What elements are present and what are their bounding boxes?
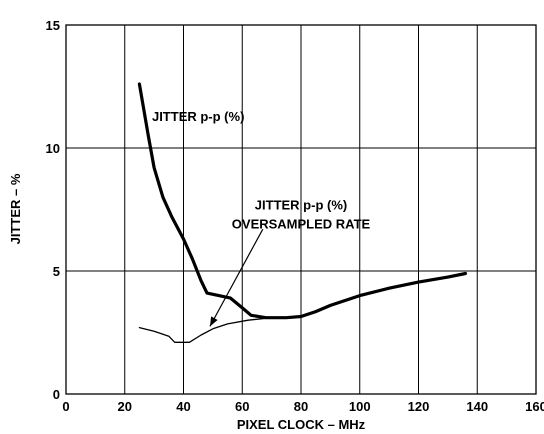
x-tick-label-140: 140 bbox=[466, 399, 488, 414]
series-layer bbox=[137, 82, 468, 343]
x-tick-label-100: 100 bbox=[349, 399, 371, 414]
y-axis-label: JITTER – % bbox=[8, 173, 23, 244]
grid-layer bbox=[65, 24, 537, 395]
series-line-0 bbox=[137, 82, 468, 320]
annotation-0-line-0: JITTER p-p (%) bbox=[152, 109, 244, 124]
x-tick-label-80: 80 bbox=[294, 399, 308, 414]
x-tick-label-20: 20 bbox=[118, 399, 132, 414]
x-tick-label-60: 60 bbox=[235, 399, 249, 414]
annotation-arrow-layer bbox=[209, 228, 264, 327]
plot-frame bbox=[65, 24, 537, 395]
x-tick-label-40: 40 bbox=[176, 399, 190, 414]
annotation-layer: JITTER p-p (%) JITTER p-p (%) OVERSAMPLED … bbox=[152, 109, 371, 232]
x-tick-label-0: 0 bbox=[62, 399, 69, 414]
y-tick-label-10: 10 bbox=[46, 141, 60, 156]
y-tick-label-5: 5 bbox=[53, 264, 60, 279]
tick-label-layer: 0 20 40 60 80 100 120 140 160 0 5 10 15 bbox=[46, 18, 544, 414]
x-tick-label-160: 160 bbox=[525, 399, 544, 414]
annotation-1-line-0: JITTER p-p (%) bbox=[255, 198, 347, 213]
series-line-1 bbox=[138, 317, 273, 343]
annotation-arrow-shaft bbox=[209, 228, 264, 327]
y-tick-label-0: 0 bbox=[53, 387, 60, 402]
x-axis-label: PIXEL CLOCK – MHz bbox=[237, 417, 366, 432]
x-tick-label-120: 120 bbox=[408, 399, 430, 414]
y-tick-label-15: 15 bbox=[46, 18, 60, 33]
annotation-arrow-head bbox=[209, 316, 218, 327]
annotation-1-line-1: OVERSAMPLED RATE bbox=[232, 217, 371, 232]
